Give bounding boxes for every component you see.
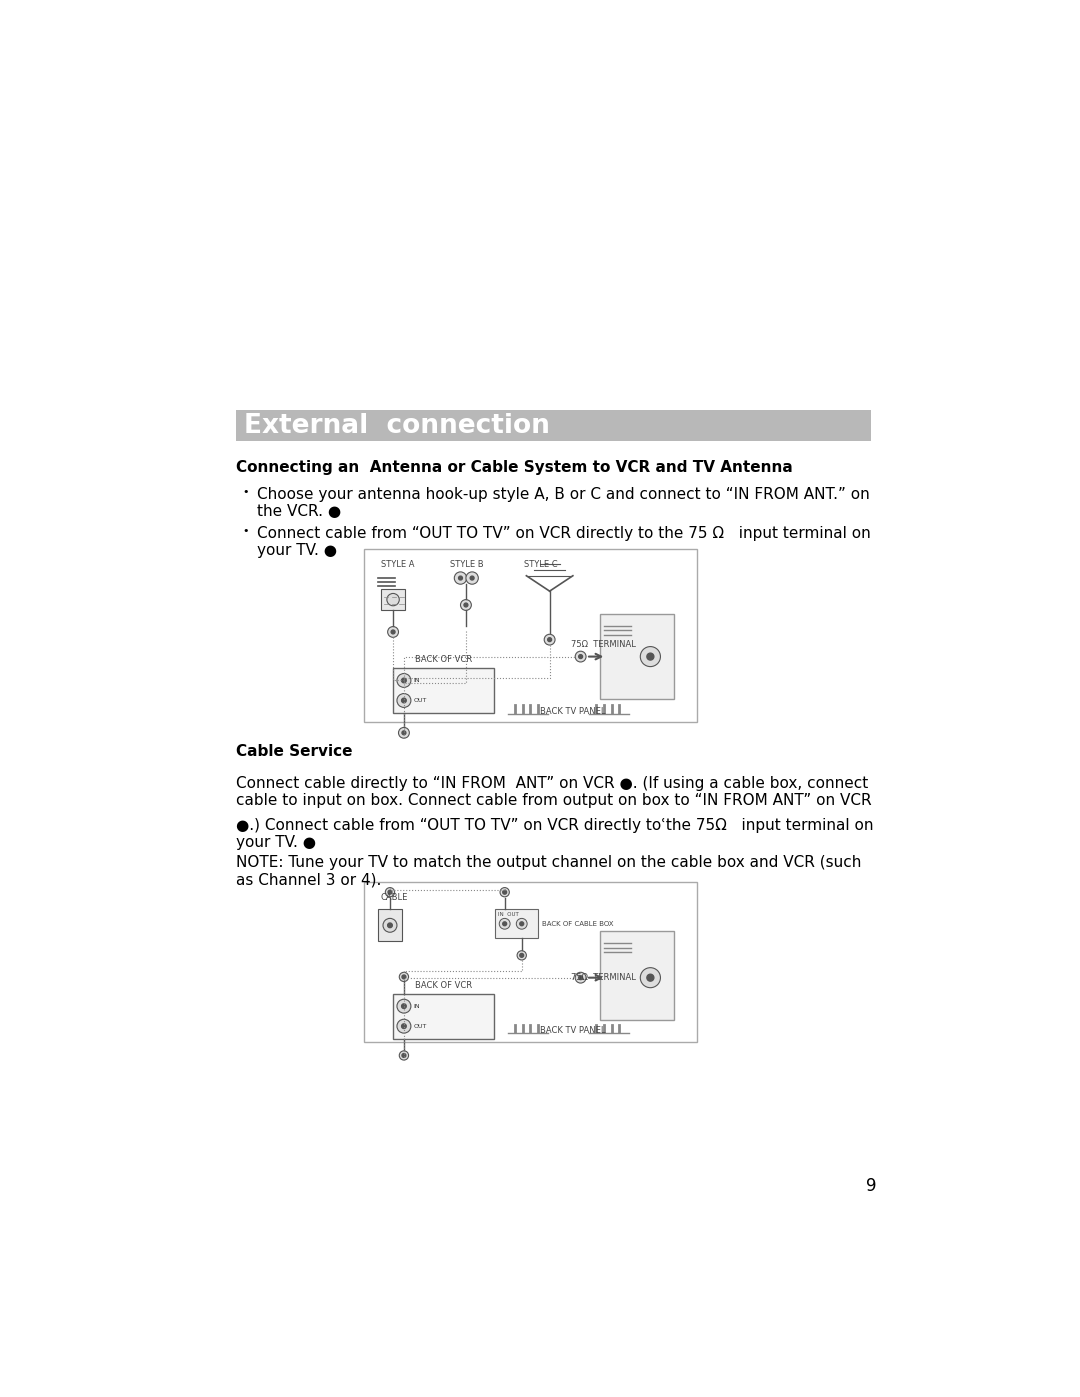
- FancyBboxPatch shape: [380, 588, 405, 610]
- Circle shape: [397, 673, 410, 687]
- Text: your TV. ●: your TV. ●: [235, 835, 315, 851]
- Text: •: •: [242, 525, 248, 535]
- Circle shape: [402, 975, 406, 979]
- Text: External  connection: External connection: [243, 412, 550, 439]
- Circle shape: [502, 922, 507, 926]
- Circle shape: [647, 654, 653, 659]
- Text: 9: 9: [866, 1176, 877, 1194]
- Text: BACK OF CABLE BOX: BACK OF CABLE BOX: [542, 921, 613, 926]
- Text: BACK TV PANEL: BACK TV PANEL: [540, 1027, 606, 1035]
- Text: BACK OF VCR: BACK OF VCR: [415, 655, 472, 665]
- Circle shape: [519, 953, 524, 957]
- Circle shape: [500, 887, 510, 897]
- Circle shape: [388, 923, 392, 928]
- Text: •: •: [242, 488, 248, 497]
- Circle shape: [387, 594, 400, 606]
- Text: Connect cable directly to “IN FROM  ANT” on VCR ●. (If using a cable box, connec: Connect cable directly to “IN FROM ANT” …: [235, 775, 868, 791]
- Circle shape: [397, 1020, 410, 1034]
- Circle shape: [579, 975, 582, 979]
- Circle shape: [391, 630, 395, 634]
- FancyBboxPatch shape: [378, 909, 403, 942]
- Circle shape: [459, 576, 462, 580]
- Circle shape: [388, 627, 399, 637]
- Circle shape: [402, 731, 406, 735]
- FancyBboxPatch shape: [364, 882, 697, 1042]
- Circle shape: [397, 999, 410, 1013]
- Text: ●.) Connect cable from “OUT TO TV” on VCR directly toʿthe 75Ω   input terminal o: ●.) Connect cable from “OUT TO TV” on VC…: [235, 819, 874, 833]
- Circle shape: [402, 1053, 406, 1058]
- Circle shape: [400, 1051, 408, 1060]
- Circle shape: [402, 1024, 406, 1028]
- FancyBboxPatch shape: [600, 932, 674, 1020]
- Text: Cable Service: Cable Service: [235, 743, 352, 759]
- Circle shape: [455, 571, 467, 584]
- Text: STYLE A: STYLE A: [380, 560, 414, 569]
- Circle shape: [400, 972, 408, 982]
- FancyBboxPatch shape: [496, 909, 538, 939]
- Text: cable to input on box. Connect cable from output on box to “IN FROM ANT” on VCR: cable to input on box. Connect cable fro…: [235, 793, 872, 807]
- Text: OUT: OUT: [414, 698, 427, 703]
- FancyBboxPatch shape: [393, 993, 494, 1038]
- Circle shape: [460, 599, 471, 610]
- Circle shape: [402, 698, 406, 703]
- Circle shape: [576, 651, 586, 662]
- Text: IN  OUT: IN OUT: [499, 912, 519, 918]
- Circle shape: [640, 647, 661, 666]
- Circle shape: [386, 887, 394, 897]
- Text: Choose your antenna hook-up style A, B or C and connect to “IN FROM ANT.” on: Choose your antenna hook-up style A, B o…: [257, 488, 870, 502]
- Text: the VCR. ●: the VCR. ●: [257, 504, 341, 520]
- Text: as Channel 3 or 4).: as Channel 3 or 4).: [235, 872, 381, 887]
- Text: STYLE C: STYLE C: [524, 560, 557, 569]
- Text: BACK TV PANEL: BACK TV PANEL: [540, 707, 606, 715]
- Text: STYLE B: STYLE B: [450, 560, 484, 569]
- Text: CABLE: CABLE: [380, 893, 408, 902]
- Circle shape: [399, 728, 409, 738]
- FancyBboxPatch shape: [235, 411, 872, 441]
- Circle shape: [576, 972, 586, 983]
- Circle shape: [402, 1004, 406, 1009]
- Circle shape: [519, 922, 524, 926]
- Circle shape: [499, 918, 510, 929]
- Text: IN: IN: [414, 678, 420, 683]
- Text: OUT: OUT: [414, 1024, 427, 1028]
- Circle shape: [640, 968, 661, 988]
- Circle shape: [516, 918, 527, 929]
- Circle shape: [548, 637, 552, 641]
- Circle shape: [464, 604, 468, 606]
- Text: BACK OF VCR: BACK OF VCR: [415, 981, 472, 990]
- Circle shape: [388, 890, 392, 894]
- Text: 75Ω  TERMINAL: 75Ω TERMINAL: [571, 974, 636, 982]
- Text: NOTE: Tune your TV to match the output channel on the cable box and VCR (such: NOTE: Tune your TV to match the output c…: [235, 855, 861, 870]
- Text: Connecting an  Antenna or Cable System to VCR and TV Antenna: Connecting an Antenna or Cable System to…: [235, 460, 793, 475]
- Circle shape: [470, 576, 474, 580]
- Circle shape: [502, 890, 507, 894]
- FancyBboxPatch shape: [364, 549, 697, 722]
- Circle shape: [397, 693, 410, 707]
- Circle shape: [579, 655, 582, 658]
- Circle shape: [517, 951, 526, 960]
- FancyBboxPatch shape: [393, 668, 494, 712]
- Text: Connect cable from “OUT TO TV” on VCR directly to the 75 Ω   input terminal on: Connect cable from “OUT TO TV” on VCR di…: [257, 525, 872, 541]
- Circle shape: [465, 571, 478, 584]
- Circle shape: [544, 634, 555, 645]
- Circle shape: [402, 678, 406, 683]
- Circle shape: [383, 918, 397, 932]
- Text: your TV. ●: your TV. ●: [257, 542, 337, 557]
- Text: IN: IN: [414, 1003, 420, 1009]
- Circle shape: [647, 974, 653, 981]
- Text: 75Ω  TERMINAL: 75Ω TERMINAL: [571, 640, 636, 648]
- FancyBboxPatch shape: [600, 615, 674, 698]
